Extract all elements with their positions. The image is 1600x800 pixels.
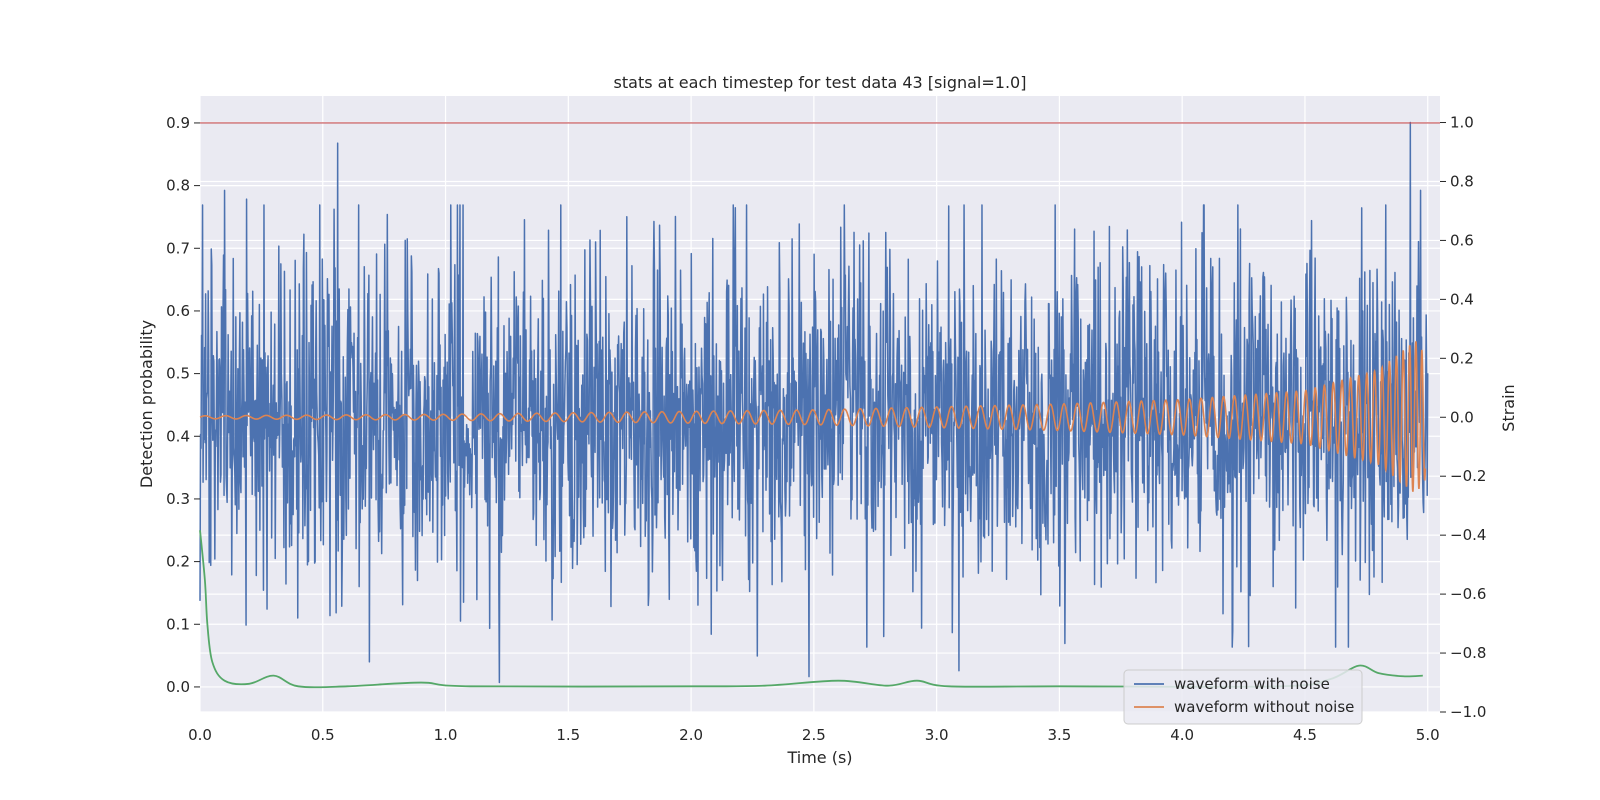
- y-left-tick-label: 0.5: [166, 365, 190, 383]
- x-tick-label: 2.0: [679, 726, 703, 744]
- legend-label-noisy: waveform with noise: [1174, 675, 1330, 693]
- y-right-tick-label: 0.2: [1450, 349, 1474, 367]
- axis-layer: 0.0 0.5 1.0 1.5 2.0 2.5 3.0 3.5 4.0 4.5 5.0 0.0 0.1 0…: [166, 114, 1486, 744]
- y-left-tick-label: 0.7: [166, 239, 190, 257]
- x-tick-label: 0.5: [311, 726, 335, 744]
- y-left-tick-label: 0.8: [166, 177, 190, 195]
- x-tick-label: 5.0: [1416, 726, 1440, 744]
- x-tick-label: 1.5: [556, 726, 580, 744]
- y-right-tick-label: −1.0: [1450, 703, 1486, 721]
- x-tick-label: 3.0: [925, 726, 949, 744]
- y-right-tick-label: −0.4: [1450, 526, 1486, 544]
- legend-box: [1123, 669, 1363, 725]
- y-left-tick-label: 0.4: [166, 427, 190, 445]
- y-left-tick-label: 0.6: [166, 302, 190, 320]
- series-waveform-without-noise: [199, 341, 1427, 492]
- y-left-tick-label: 0.0: [166, 678, 190, 696]
- legend: waveform with noise waveform without noi…: [1123, 669, 1363, 725]
- y-right-tick-label: −0.6: [1450, 585, 1486, 603]
- y-right-tick-label: −0.2: [1450, 467, 1486, 485]
- y-right-tick-label: 0.8: [1450, 172, 1474, 190]
- y-axis-left-label: Detection probability: [137, 320, 156, 488]
- y-right-tick-label: 0.4: [1450, 290, 1474, 308]
- chart-title: stats at each timestep for test data 43 …: [614, 73, 1027, 92]
- y-left-tick-label: 0.1: [166, 615, 190, 633]
- y-left-tick-label: 0.9: [166, 114, 190, 132]
- y-right-tick-label: 0.0: [1450, 408, 1474, 426]
- y-right-tick-label: 0.6: [1450, 231, 1474, 249]
- x-axis-label: Time (s): [786, 748, 852, 767]
- x-tick-label: 0.0: [188, 726, 212, 744]
- x-tick-label: 2.5: [802, 726, 826, 744]
- y-axis-right-label: Strain: [1499, 384, 1518, 431]
- x-tick-label: 4.5: [1293, 726, 1317, 744]
- y-right-tick-label: 1.0: [1450, 114, 1474, 132]
- series-waveform-with-noise: [199, 121, 1429, 684]
- x-tick-label: 3.5: [1047, 726, 1071, 744]
- x-tick-label: 1.0: [434, 726, 458, 744]
- y-left-tick-label: 0.2: [166, 553, 190, 571]
- y-left-tick-label: 0.3: [166, 490, 190, 508]
- y-right-tick-label: −0.8: [1450, 644, 1486, 662]
- legend-label-clean: waveform without noise: [1174, 698, 1354, 716]
- x-tick-label: 4.0: [1170, 726, 1194, 744]
